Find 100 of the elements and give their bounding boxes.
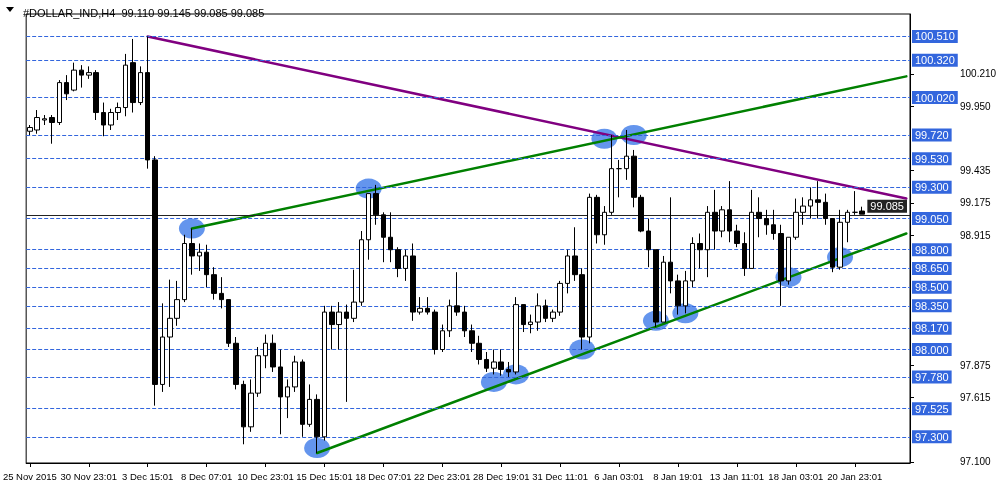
x-tick-label: 3 Dec 15:01 bbox=[122, 470, 174, 482]
candlestick bbox=[815, 180, 821, 220]
x-tick-label: 15 Dec 15:01 bbox=[296, 470, 353, 482]
x-tick-label: 10 Dec 23:01 bbox=[237, 470, 294, 482]
ref-line-label: 99.720 bbox=[915, 128, 949, 141]
candlestick bbox=[447, 299, 452, 338]
ref-line-label: 98.000 bbox=[915, 343, 949, 356]
candlestick bbox=[204, 244, 209, 288]
candlestick bbox=[145, 35, 150, 170]
candlestick bbox=[189, 228, 195, 276]
candlestick bbox=[285, 378, 290, 419]
candlestick bbox=[211, 266, 217, 301]
candlestick bbox=[292, 355, 298, 393]
chart-title: #DOLLAR_IND,H4 99.110 99.145 99.085 99.085 bbox=[23, 6, 265, 19]
y-tick-label: 99.950 bbox=[960, 100, 992, 112]
candlestick bbox=[675, 274, 681, 316]
candlestick bbox=[734, 224, 740, 248]
candlestick bbox=[513, 296, 519, 375]
x-tick-label: 20 Jan 23:01 bbox=[827, 470, 883, 482]
candlestick bbox=[690, 236, 695, 288]
ref-line-label: 97.780 bbox=[915, 370, 949, 383]
ref-line-label: 100.320 bbox=[915, 54, 955, 67]
ref-line-label: 100.510 bbox=[915, 30, 955, 43]
candlestick bbox=[241, 380, 246, 445]
candlestick bbox=[359, 230, 364, 307]
candlestick bbox=[535, 292, 541, 332]
y-tick-label: 97.100 bbox=[960, 456, 992, 468]
candlestick bbox=[197, 242, 202, 272]
ref-line-label: 98.800 bbox=[915, 243, 949, 256]
candlestick bbox=[602, 205, 607, 246]
candlestick bbox=[219, 276, 224, 309]
ref-line-label: 99.300 bbox=[915, 181, 949, 194]
candlestick bbox=[64, 74, 69, 101]
candlestick bbox=[764, 209, 769, 236]
candlestick bbox=[521, 304, 526, 333]
candlestick bbox=[778, 224, 784, 307]
ref-line-label: 99.530 bbox=[915, 152, 949, 165]
candlestick bbox=[344, 304, 349, 403]
candlestick bbox=[57, 79, 62, 126]
candlestick bbox=[749, 189, 754, 269]
candlestick bbox=[683, 270, 688, 314]
candlestick bbox=[270, 334, 276, 373]
x-tick-label: 18 Dec 07:01 bbox=[355, 470, 412, 482]
y-tick-label: 99.435 bbox=[960, 165, 992, 177]
candlestick bbox=[300, 358, 305, 438]
ref-line-label: 98.500 bbox=[915, 281, 949, 294]
candlestick bbox=[616, 159, 622, 198]
candlestick bbox=[123, 53, 128, 117]
candlestick bbox=[160, 302, 165, 393]
x-tick-label: 8 Jan 19:01 bbox=[653, 470, 703, 482]
candlestick bbox=[462, 305, 467, 338]
candlestick bbox=[543, 299, 548, 323]
y-tick-label: 97.615 bbox=[960, 392, 992, 404]
candlestick bbox=[182, 234, 187, 303]
candlestick bbox=[837, 209, 843, 271]
y-tick-label: 98.915 bbox=[960, 229, 992, 241]
candlestick bbox=[49, 114, 55, 145]
candlestick bbox=[373, 184, 379, 226]
candlestick bbox=[425, 296, 430, 316]
candlestick bbox=[440, 324, 445, 353]
candlestick bbox=[594, 194, 600, 244]
candlestick bbox=[42, 114, 47, 126]
x-tick-label: 8 Dec 07:01 bbox=[181, 470, 233, 482]
x-tick-label: 22 Dec 23:01 bbox=[414, 470, 471, 482]
x-tick-label: 18 Jan 03:01 bbox=[768, 470, 824, 482]
x-tick-label: 6 Jan 03:01 bbox=[594, 470, 644, 482]
candlestick bbox=[528, 314, 533, 334]
candlestick bbox=[845, 209, 850, 243]
candlestick bbox=[742, 231, 747, 277]
candlestick bbox=[454, 271, 460, 317]
ref-line-label: 100.020 bbox=[915, 91, 955, 104]
candlestick bbox=[381, 211, 386, 263]
candlestick bbox=[506, 361, 511, 378]
ref-line-label: 98.170 bbox=[915, 322, 949, 335]
ref-line-label: 97.300 bbox=[915, 430, 949, 443]
candlestick bbox=[661, 255, 666, 323]
y-tick-label: 99.175 bbox=[960, 197, 992, 209]
y-tick-label: 97.875 bbox=[960, 359, 992, 371]
ref-line-label: 98.650 bbox=[915, 262, 949, 275]
candlestick bbox=[432, 309, 438, 355]
candlestick bbox=[138, 65, 143, 106]
candlestick bbox=[79, 64, 84, 89]
candlestick bbox=[727, 180, 732, 243]
candlestick bbox=[808, 186, 813, 220]
x-tick-label: 31 Dec 11:01 bbox=[532, 470, 589, 482]
ref-line-label: 98.350 bbox=[915, 299, 949, 312]
candlestick bbox=[697, 233, 703, 269]
candlestick bbox=[263, 334, 268, 369]
candlestick bbox=[624, 129, 629, 181]
candlestick bbox=[830, 218, 835, 273]
candlestick bbox=[314, 393, 320, 454]
ref-line-label: 97.525 bbox=[915, 402, 949, 415]
candlestick bbox=[307, 383, 312, 428]
candlestick bbox=[71, 62, 77, 92]
candlestick bbox=[609, 134, 614, 216]
x-tick-label: 25 Nov 2015 bbox=[2, 470, 57, 482]
candlestick bbox=[646, 218, 651, 268]
candlestick bbox=[395, 246, 401, 278]
x-tick-label: 30 Nov 23:01 bbox=[60, 470, 118, 482]
candlestick bbox=[388, 211, 393, 263]
